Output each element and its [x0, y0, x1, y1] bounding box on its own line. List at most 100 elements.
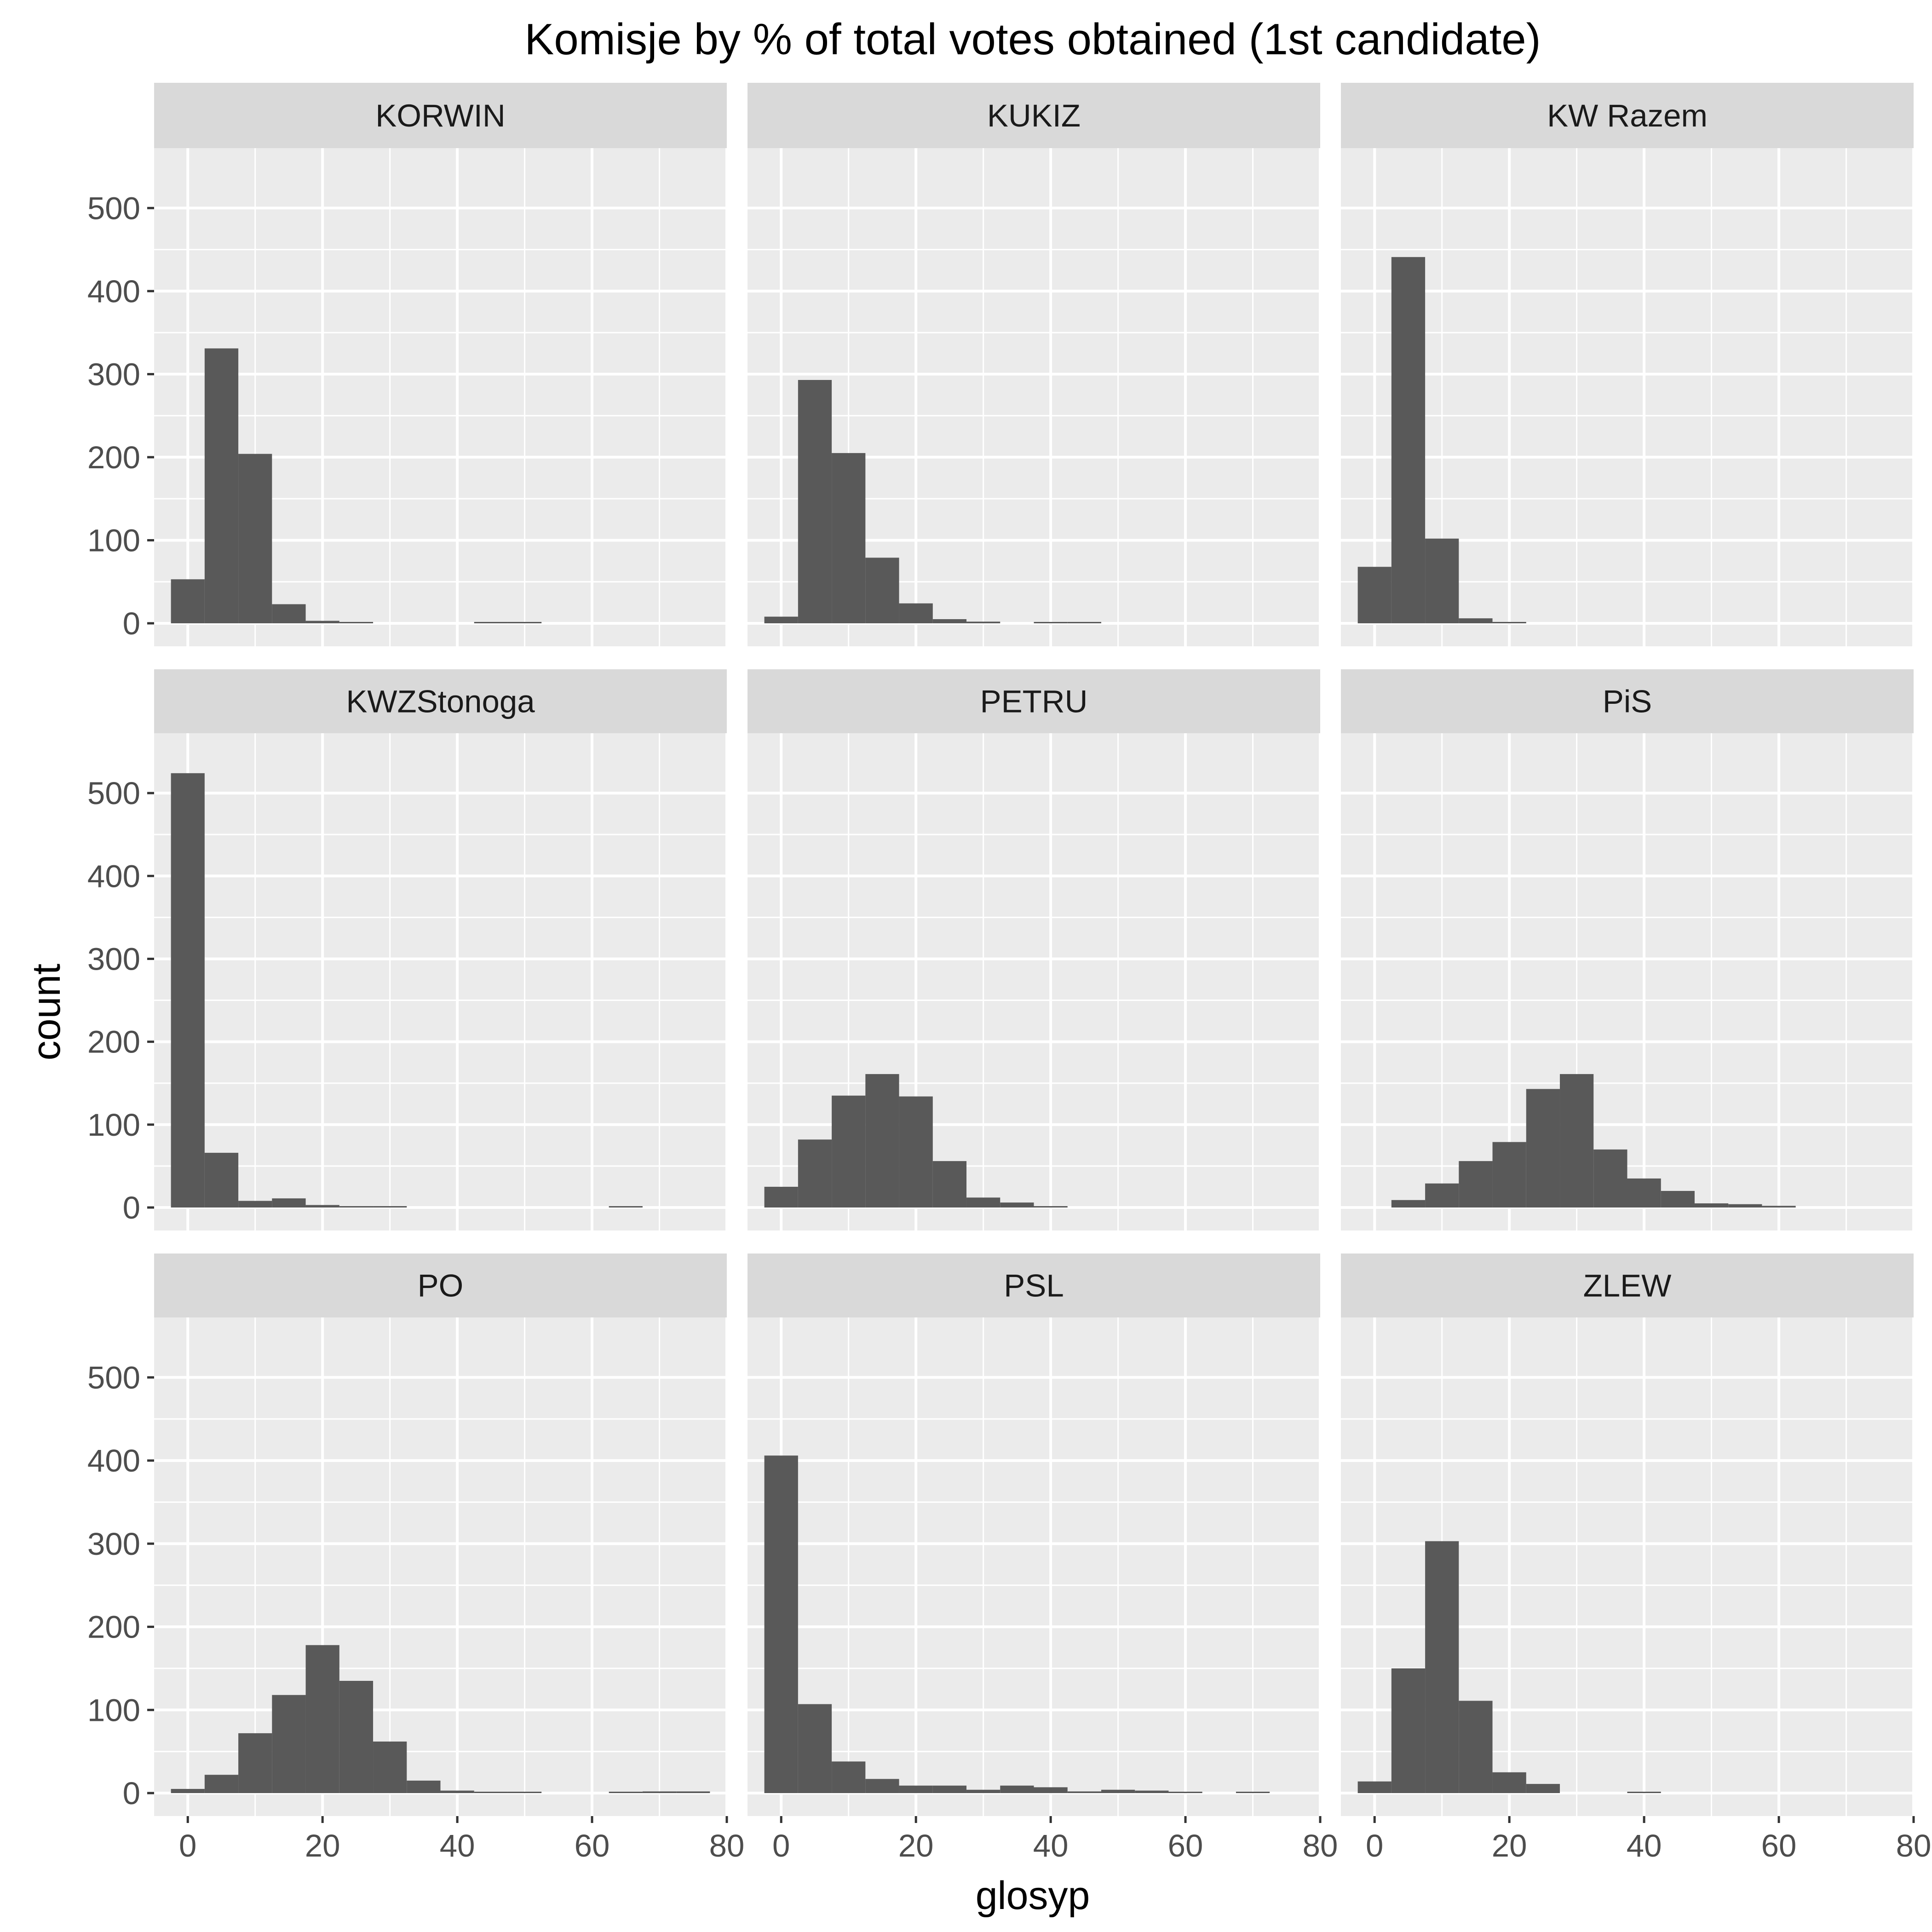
histogram-bar [966, 1789, 1000, 1793]
histogram-bar [204, 1775, 239, 1793]
histogram-bar [1000, 1785, 1034, 1793]
histogram-bar [1560, 1074, 1594, 1208]
histogram-bar [1459, 1701, 1493, 1793]
histogram-bar [1391, 257, 1426, 623]
histogram-bar [865, 1074, 899, 1208]
facet-panel-po: PO 0 100 200 300 400 500 0 20 40 60 80 [87, 1254, 744, 1863]
histogram-bar [204, 1153, 239, 1208]
histogram-bar [440, 1790, 474, 1793]
x-tick-label: 40 [440, 1828, 475, 1863]
x-tick-label: 0 [772, 1828, 790, 1863]
x-tick-label: 80 [1303, 1828, 1338, 1863]
histogram-bar [932, 1161, 967, 1208]
histogram-bar [272, 1198, 306, 1208]
facet-label-petru: PETRU [980, 684, 1088, 719]
histogram-bar [1526, 1784, 1560, 1793]
histogram-bar [171, 1788, 205, 1793]
histogram-bar [966, 621, 1000, 623]
histogram-bar [609, 1792, 643, 1793]
facet-panel-petru: PETRU [748, 669, 1322, 1230]
histogram-bar [1728, 1204, 1762, 1208]
histogram-bar [1101, 1789, 1135, 1793]
facet-panel-kukiz: KUKIZ [748, 83, 1322, 646]
histogram-bar [1000, 1202, 1034, 1208]
histogram-bar [764, 616, 798, 623]
histogram-bar [1661, 1190, 1695, 1208]
histogram-bar [798, 1139, 832, 1208]
facet-label-kw-razem: KW Razem [1547, 98, 1708, 133]
facet-strip-pis [1341, 669, 1914, 733]
histogram-bar [798, 380, 832, 623]
histogram-bar [1459, 1161, 1493, 1208]
x-tick-label: 20 [305, 1828, 340, 1863]
facet-panel-zlew: ZLEW 0 20 40 60 80 [1341, 1254, 1931, 1863]
y-tick-label: 300 [87, 941, 140, 977]
histogram-bar [865, 558, 899, 623]
y-tick-label: 200 [87, 440, 140, 475]
y-tick-label: 500 [87, 776, 140, 811]
histogram-bar [238, 1733, 272, 1793]
x-tick-label: 60 [1168, 1828, 1203, 1863]
y-tick-label: 300 [87, 356, 140, 392]
facet-strip-psl [748, 1254, 1320, 1317]
facet-strip-zlew [1341, 1254, 1914, 1317]
histogram-bar [339, 1206, 374, 1208]
histogram-bar [373, 1206, 407, 1208]
histogram-bar [1067, 1791, 1101, 1793]
x-tick-label: 0 [1366, 1828, 1383, 1863]
histogram-bar [1526, 1089, 1560, 1208]
histogram-bar [305, 1205, 339, 1208]
y-tick-label: 0 [123, 606, 140, 641]
histogram-bar [474, 622, 508, 623]
facet-strip-po [154, 1254, 727, 1317]
panel-background-kwzstonoga [154, 733, 727, 1230]
histogram-bar [832, 1095, 866, 1208]
histogram-bar [1391, 1200, 1426, 1208]
facet-panel-korwin: KORWIN 0 100 200 300 400 500 [87, 83, 728, 646]
histogram-bar [1425, 538, 1459, 623]
histogram-bar [1492, 622, 1526, 623]
facet-strip-kwzstonoga [154, 669, 727, 733]
histogram-bar [1357, 1781, 1392, 1793]
histogram-bar [507, 622, 542, 623]
y-tick-label: 400 [87, 1443, 140, 1478]
histogram-bar [1034, 1206, 1068, 1208]
facet-panel-kw-razem: KW Razem [1341, 83, 1915, 646]
panel-background-pis [1341, 733, 1914, 1230]
y-tick-label: 100 [87, 1692, 140, 1728]
histogram-bar [1459, 618, 1493, 623]
histogram-bar [1593, 1149, 1627, 1208]
y-tick-label: 200 [87, 1610, 140, 1645]
y-tick-label: 400 [87, 274, 140, 309]
histogram-bar [932, 619, 967, 623]
facet-label-pis: PiS [1603, 684, 1652, 719]
histogram-bar [1492, 1142, 1526, 1208]
x-tick-label: 20 [898, 1828, 934, 1863]
histogram-bar [764, 1455, 798, 1793]
x-tick-label: 40 [1033, 1828, 1069, 1863]
histogram-bar [899, 1785, 933, 1793]
histogram-bar [966, 1197, 1000, 1208]
histogram-bar [832, 453, 866, 623]
histogram-bar [1627, 1178, 1661, 1208]
histogram-bar [204, 348, 239, 623]
histogram-bar [339, 622, 374, 623]
facet-label-psl: PSL [1004, 1268, 1064, 1304]
facet-label-zlew: ZLEW [1583, 1268, 1672, 1304]
y-axis-title: count [24, 964, 69, 1060]
histogram-bar [1067, 622, 1101, 623]
y-tick-label: 0 [123, 1190, 140, 1225]
histogram-bar [1236, 1792, 1270, 1793]
histogram-bar [1034, 622, 1068, 623]
histogram-bar [507, 1792, 542, 1793]
histogram-bar [238, 1201, 272, 1208]
histogram-bar [1034, 1787, 1068, 1793]
x-tick-label: 0 [179, 1828, 196, 1863]
facet-strip-kw-razem [1341, 83, 1914, 148]
histogram-bar [609, 1206, 643, 1208]
histogram-bar [1694, 1203, 1729, 1208]
histogram-bar [272, 604, 306, 623]
histogram-bar [1492, 1772, 1526, 1793]
x-tick-label: 40 [1627, 1828, 1662, 1863]
